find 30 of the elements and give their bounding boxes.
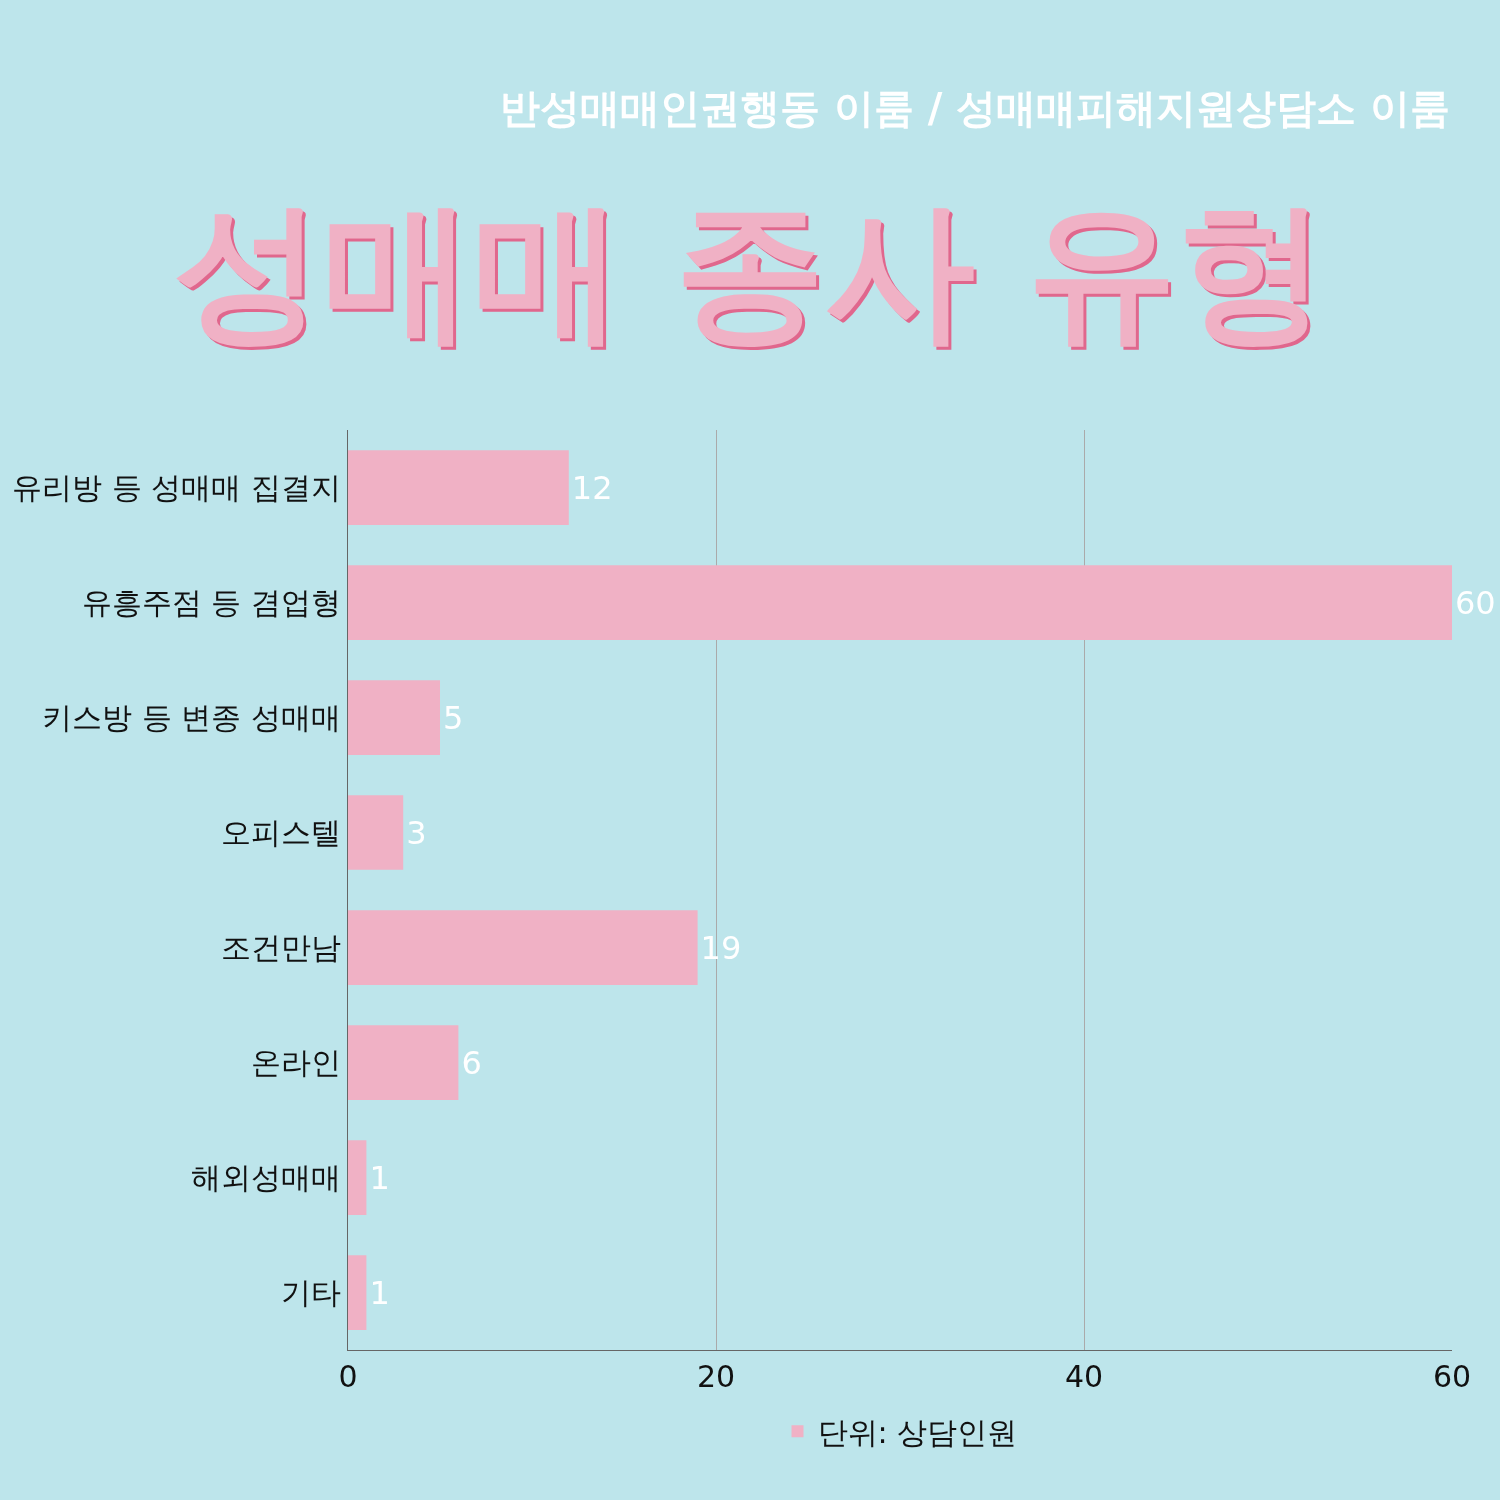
bar xyxy=(348,1025,459,1100)
x-tick-label: 60 xyxy=(1432,1359,1472,1394)
y-tick-label: 오피스텔 xyxy=(221,815,341,850)
data-label: 1 xyxy=(369,1158,390,1197)
data-label: 12 xyxy=(571,468,613,507)
bar xyxy=(348,1140,367,1215)
data-label: 6 xyxy=(461,1043,482,1082)
bar xyxy=(348,680,440,755)
chart-subtitle: 반성매매인권행동 이룸 / 성매매피해지원상담소 이룸 xyxy=(500,85,1451,131)
y-tick-label: 키스방 등 변종 성매매 xyxy=(42,700,341,735)
bar xyxy=(348,450,569,525)
x-tick-label: 20 xyxy=(696,1359,736,1394)
bar xyxy=(348,795,404,870)
chart-title: 성매매 종사 유형 xyxy=(172,183,1328,358)
y-tick-label: 유리방 등 성매매 집결지 xyxy=(12,470,341,505)
y-tick-label: 온라인 xyxy=(251,1045,341,1080)
x-tick-label: 0 xyxy=(338,1359,358,1394)
data-label: 5 xyxy=(443,698,464,737)
y-tick-label: 기타 xyxy=(281,1275,341,1310)
y-tick-label: 유흥주점 등 겸업형 xyxy=(81,585,341,620)
data-label: 60 xyxy=(1455,583,1496,622)
data-label: 1 xyxy=(369,1273,390,1312)
bar xyxy=(348,1255,367,1330)
y-tick-label: 조건만남 xyxy=(221,930,341,965)
bar xyxy=(348,565,1452,640)
x-tick-label: 40 xyxy=(1064,1359,1104,1394)
data-label: 3 xyxy=(406,813,427,852)
y-tick-label: 해외성매매 xyxy=(191,1160,341,1195)
legend-label: 단위: 상담인원 xyxy=(817,1414,1018,1450)
bar xyxy=(348,910,698,985)
